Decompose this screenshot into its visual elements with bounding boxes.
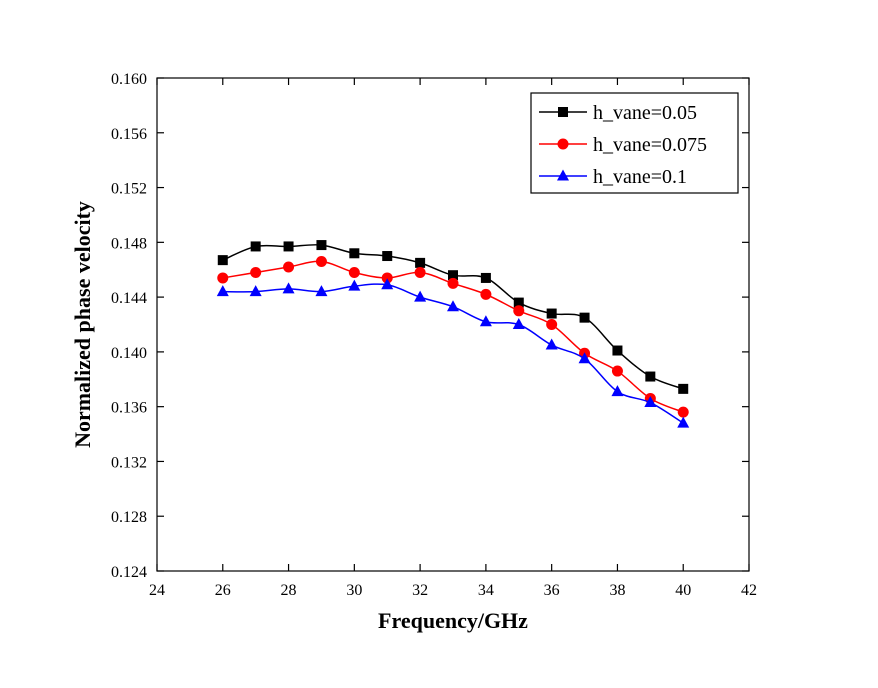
legend-marker [557,169,569,181]
x-tick-label: 38 [609,582,625,599]
data-point [283,261,295,273]
y-tick-label: 0.144 [111,290,147,307]
data-point [348,266,360,278]
x-tick-label: 40 [675,582,691,599]
data-point [316,240,327,251]
data-point [381,278,394,290]
x-tick-label: 32 [412,582,428,599]
y-axis: 0.124 0.128 0.132 0.136 0.140 0.144 0.148 0.152… [111,71,749,581]
x-tick-label: 26 [215,582,231,599]
data-point [480,272,491,283]
legend-label: h_vane=0.1 [593,166,687,188]
data-point [612,345,623,356]
data-point [579,312,590,323]
data-point [578,352,591,364]
legend-label: h_vane=0.05 [593,102,697,124]
legend-marker [558,107,568,117]
x-tick-label: 28 [281,582,297,599]
data-point [512,318,525,329]
y-axis-title: Normalized phase velocity [70,201,95,448]
data-point [546,308,557,319]
x-tick-label: 34 [478,582,494,599]
data-point [250,241,261,252]
data-point [480,288,492,300]
data-point [315,285,328,297]
y-tick-label: 0.140 [111,345,147,362]
y-tick-label: 0.152 [111,181,147,198]
data-point [644,396,657,408]
data-point [545,338,558,350]
data-point [677,406,689,418]
legend: h_vane=0.05 h_vane=0.075 h_vane=0.1 [530,92,739,194]
data-point [217,255,228,266]
series-1 [217,240,689,394]
data-point [611,385,624,397]
data-point [348,279,361,291]
data-point [513,297,524,308]
data-point [249,285,262,297]
data-point [447,277,459,289]
data-point [414,266,426,278]
data-point [414,290,427,302]
legend-item: h_vane=0.05 [539,102,697,124]
series-3 [216,278,690,428]
legend-item: h_vane=0.075 [539,134,707,156]
plot-area-border [156,77,750,572]
y-tick-label: 0.156 [111,126,147,143]
y-tick-label: 0.136 [111,400,147,417]
y-tick-label: 0.160 [111,71,147,88]
data-point [381,272,393,284]
data-point [382,251,393,262]
y-tick-label: 0.132 [111,454,147,471]
data-point [645,371,656,382]
data-point [315,256,327,268]
data-point [250,266,262,278]
data-point [349,248,360,259]
data-point [678,383,689,394]
y-tick-label: 0.148 [111,235,147,252]
data-point [513,305,525,317]
data-point [217,272,229,284]
x-tick-label: 30 [346,582,362,599]
x-tick-label: 24 [149,582,165,599]
data-point [282,282,295,294]
legend-marker [557,138,569,150]
legend-label: h_vane=0.075 [593,134,707,156]
plot-frame [156,77,750,572]
series-2 [217,256,689,418]
data-point [448,270,458,281]
y-tick-label: 0.124 [111,564,147,581]
data-point [283,241,294,252]
x-tick-label: 42 [741,582,757,599]
data-point [479,315,492,327]
data-point [216,285,229,297]
data-point [677,416,690,428]
x-tick-label: 36 [544,582,560,599]
legend-item: h_vane=0.1 [539,166,687,188]
y-tick-label: 0.128 [111,509,147,526]
data-point [546,319,558,330]
series-layer [216,240,690,428]
x-axis-title: Frequency/GHz [378,608,528,633]
data-point [447,300,459,312]
x-axis: 24 26 28 30 32 34 36 38 40 42 [149,78,757,599]
data-point [611,365,623,377]
data-point [415,257,426,268]
